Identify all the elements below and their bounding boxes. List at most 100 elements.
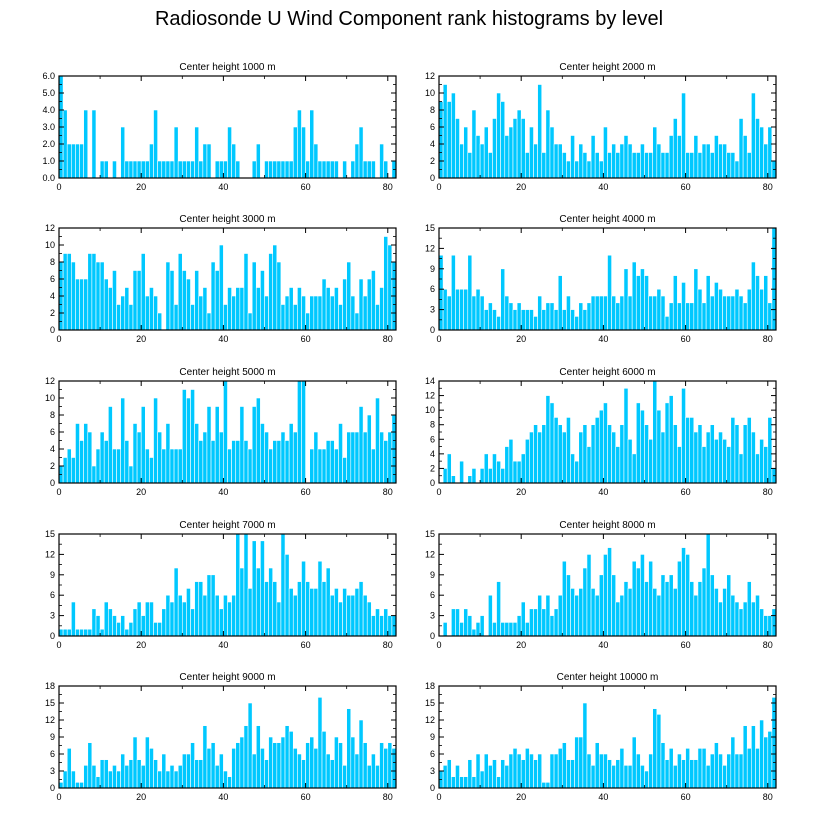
panel-title: Center height 2000 m [559, 62, 655, 73]
histogram-bar [557, 143, 563, 179]
histogram-bar [321, 448, 327, 484]
histogram-bar [235, 533, 241, 637]
histogram-bar [128, 304, 134, 331]
histogram-bar [325, 160, 331, 179]
histogram-bar [338, 601, 343, 637]
x-tick-label: 0 [56, 640, 61, 650]
histogram-bar [354, 312, 360, 331]
histogram-bar [623, 765, 629, 789]
histogram-bar [181, 270, 187, 331]
histogram-bar [648, 438, 654, 484]
histogram-bar [697, 152, 703, 179]
histogram-bar [145, 160, 150, 179]
histogram-bar [714, 135, 719, 179]
histogram-bar [570, 453, 575, 484]
histogram-bar [582, 152, 588, 179]
histogram-bar [677, 560, 682, 637]
y-tick-label: 3 [50, 611, 55, 621]
x-tick-label: 0 [56, 792, 61, 802]
histogram-bar [75, 143, 80, 179]
histogram-bar [467, 475, 473, 484]
histogram-bar [442, 84, 448, 179]
histogram-bar [442, 468, 448, 484]
histogram-bar [198, 160, 204, 179]
histogram-bar [235, 440, 241, 484]
histogram-bar [169, 270, 175, 331]
histogram-bar [280, 160, 286, 179]
histogram-bar [512, 118, 518, 179]
histogram-bar [734, 288, 740, 331]
histogram-bar [512, 748, 518, 789]
histogram-bar [280, 736, 286, 789]
histogram-bar [280, 533, 286, 637]
x-tick-label: 80 [763, 487, 773, 497]
histogram-bar [660, 431, 666, 484]
histogram-bar [366, 414, 372, 484]
histogram-bar [516, 302, 522, 331]
histogram-bar [66, 748, 72, 789]
x-tick-label: 0 [436, 182, 441, 192]
histogram-bar [157, 312, 163, 331]
histogram-bar [177, 594, 183, 637]
histogram-bar [132, 270, 138, 331]
histogram-bar [607, 254, 612, 331]
histogram-bar [99, 431, 105, 484]
histogram-bar [755, 748, 760, 789]
histogram-bar [276, 160, 282, 179]
histogram-bar [379, 287, 384, 331]
histogram-bar [334, 588, 339, 637]
histogram-bar [451, 776, 456, 789]
histogram-bar [198, 759, 204, 789]
histogram-bar [455, 608, 460, 637]
histogram-bar [194, 270, 200, 331]
histogram-bar [120, 615, 126, 637]
panel-title: Center height 3000 m [179, 214, 275, 225]
histogram-bar [438, 101, 444, 179]
histogram-bar [570, 759, 575, 789]
histogram-bar [627, 295, 633, 331]
y-tick-label: 2 [430, 463, 435, 473]
histogram-bar [62, 457, 68, 484]
histogram-bar [767, 302, 773, 331]
y-tick-label: 18 [45, 681, 55, 691]
histogram-bar [210, 440, 216, 484]
histogram-bar [533, 316, 538, 331]
histogram-bar [251, 753, 257, 789]
histogram-bar [169, 160, 175, 179]
histogram-bar [268, 567, 274, 637]
histogram-bar [301, 560, 306, 637]
histogram-bar [496, 460, 501, 484]
histogram-bar [644, 770, 649, 789]
histogram-bar [149, 748, 154, 789]
x-tick-label: 60 [681, 334, 691, 344]
histogram-bar [231, 594, 237, 637]
histogram-bar [685, 302, 691, 331]
histogram-bar [751, 431, 756, 484]
histogram-bar [218, 160, 224, 179]
histogram-bar [471, 109, 477, 179]
histogram-bar [561, 560, 567, 637]
histogram-bar [656, 594, 662, 637]
histogram-panel-4: Center height 4000 m 0 3 6 9 12 15 0 20 40 60 80 [425, 214, 777, 344]
panel-title: Center height 5000 m [179, 367, 275, 378]
histogram-bar [297, 287, 302, 331]
histogram-bar [446, 101, 452, 179]
histogram-bar [334, 160, 339, 179]
histogram-bar [95, 448, 101, 484]
y-tick-label: 3 [430, 305, 435, 315]
histogram-bar [124, 287, 130, 331]
histogram-bar [681, 92, 686, 179]
histogram-bar [541, 608, 547, 637]
histogram-bar [235, 287, 241, 331]
x-tick-label: 20 [516, 640, 526, 650]
histogram-bar [557, 594, 563, 637]
histogram-bar [255, 567, 261, 637]
histogram-bar [623, 581, 629, 637]
histogram-bar [297, 109, 302, 179]
histogram-bar [99, 160, 105, 179]
y-tick-label: 3 [430, 766, 435, 776]
x-tick-label: 20 [136, 792, 146, 802]
histogram-bar [181, 601, 187, 637]
histogram-bar [202, 287, 208, 331]
y-tick-label: 2 [50, 461, 55, 471]
